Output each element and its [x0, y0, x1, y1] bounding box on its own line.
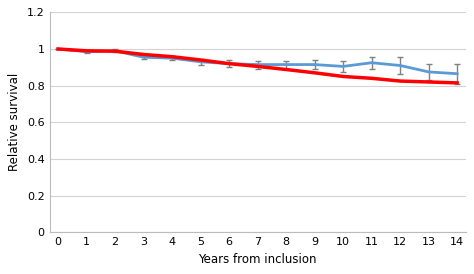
Y-axis label: Relative survival: Relative survival: [9, 73, 21, 172]
X-axis label: Years from inclusion: Years from inclusion: [198, 253, 317, 266]
